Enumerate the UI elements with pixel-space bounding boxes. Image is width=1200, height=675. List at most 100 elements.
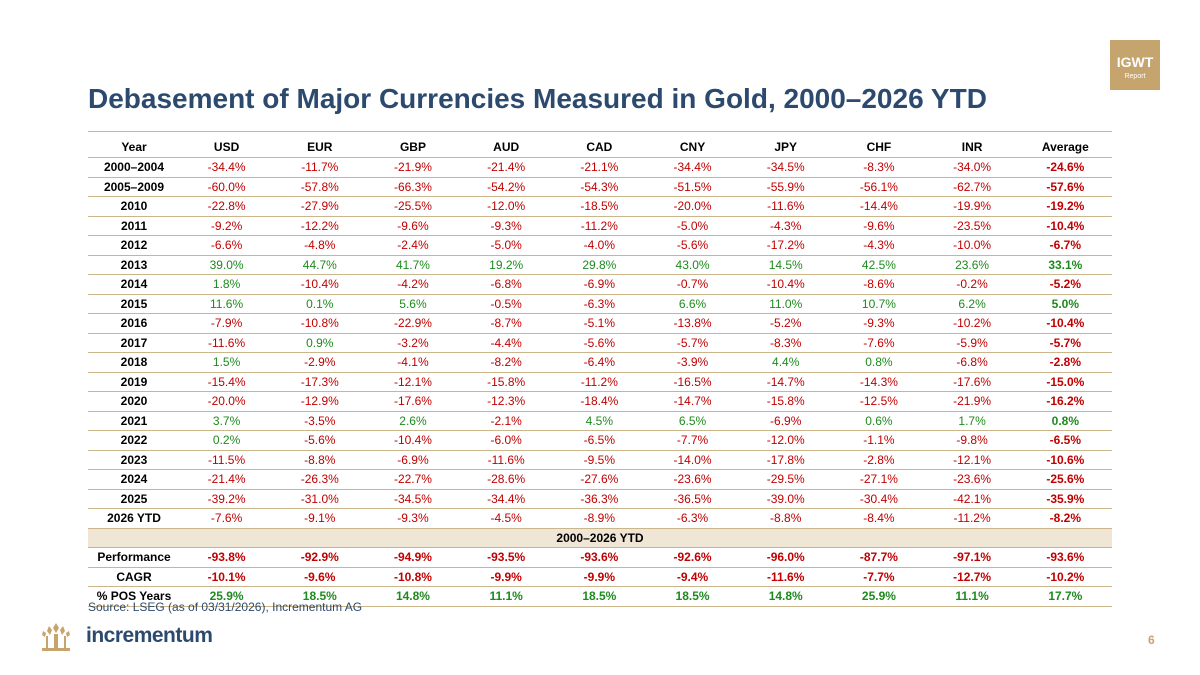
- value-cell: -7.6%: [180, 508, 274, 529]
- value-cell: 11.1%: [459, 586, 553, 607]
- value-cell: 43.0%: [645, 255, 740, 275]
- year-cell: 2023: [88, 450, 180, 470]
- value-cell: -4.0%: [552, 235, 646, 256]
- value-cell: -23.6%: [925, 469, 1019, 490]
- value-cell: -10.0%: [925, 235, 1019, 256]
- value-cell: -6.9%: [739, 411, 833, 431]
- value-cell: -14.7%: [645, 391, 740, 412]
- value-cell: 25.9%: [180, 586, 274, 607]
- column-header: CAD: [552, 131, 646, 158]
- year-cell: 2020: [88, 391, 180, 412]
- value-cell: 0.6%: [832, 411, 926, 431]
- value-cell: -36.5%: [645, 489, 740, 509]
- table-row: 2012 -6.6% -4.8% -2.4% -5.0% -4.0% -5.6% -17.2%…: [88, 235, 1112, 256]
- value-cell: -23.6%: [645, 469, 740, 490]
- value-cell: -5.1%: [552, 313, 646, 334]
- value-cell: -6.0%: [459, 430, 553, 451]
- value-cell: -23.5%: [925, 216, 1019, 236]
- value-cell: -7.6%: [832, 333, 926, 353]
- value-cell: 0.8%: [832, 352, 926, 373]
- table-row: 2017 -11.6% 0.9% -3.2% -4.4% -5.6% -5.7% -8.3% -…: [88, 333, 1112, 353]
- value-cell: -4.5%: [459, 508, 553, 529]
- value-cell: 18.5%: [645, 586, 740, 607]
- value-cell: -8.6%: [832, 274, 926, 295]
- value-cell: -9.6%: [832, 216, 926, 236]
- value-cell: -0.5%: [459, 294, 553, 314]
- value-cell: -29.5%: [739, 469, 833, 490]
- average-cell: 5.0%: [1018, 294, 1112, 314]
- value-cell: 1.7%: [925, 411, 1019, 431]
- value-cell: -57.8%: [273, 177, 367, 197]
- value-cell: -12.5%: [832, 391, 926, 412]
- value-cell: -25.5%: [366, 196, 460, 217]
- year-cell: 2013: [88, 255, 180, 275]
- value-cell: -92.6%: [645, 547, 740, 568]
- value-cell: -12.1%: [925, 450, 1019, 470]
- value-cell: -14.0%: [645, 450, 740, 470]
- value-cell: -6.9%: [552, 274, 646, 295]
- value-cell: -2.8%: [832, 450, 926, 470]
- value-cell: -11.5%: [180, 450, 274, 470]
- value-cell: 23.6%: [925, 255, 1019, 275]
- table-row: 2010 -22.8% -27.9% -25.5% -12.0% -18.5% -20.0%…: [88, 196, 1112, 217]
- value-cell: -12.2%: [273, 216, 367, 236]
- value-cell: -8.7%: [459, 313, 553, 334]
- year-cell: 2010: [88, 196, 180, 217]
- value-cell: -10.8%: [366, 567, 460, 587]
- average-cell: -15.0%: [1018, 372, 1112, 392]
- value-cell: -8.3%: [832, 157, 926, 178]
- value-cell: 11.6%: [180, 294, 274, 314]
- value-cell: -39.0%: [739, 489, 833, 509]
- value-cell: -6.4%: [552, 352, 646, 373]
- value-cell: -8.2%: [459, 352, 553, 373]
- value-cell: -12.3%: [459, 391, 553, 412]
- value-cell: -1.1%: [832, 430, 926, 451]
- value-cell: 14.8%: [366, 586, 460, 607]
- column-header: Average: [1018, 131, 1112, 158]
- column-header: CHF: [832, 131, 926, 158]
- value-cell: -27.9%: [273, 196, 367, 217]
- summary-label: CAGR: [88, 567, 180, 587]
- value-cell: -22.7%: [366, 469, 460, 490]
- currency-debasement-table: Year USD EUR GBP AUD CAD CNY JPY CHF INR Average 2…: [88, 131, 1112, 607]
- summary-row: CAGR -10.1% -9.6% -10.8% -9.9% -9.9% -9.4% -11.…: [88, 567, 1112, 587]
- table-row: 2024 -21.4% -26.3% -22.7% -28.6% -27.6% -23.6%…: [88, 469, 1112, 490]
- table-row: 2018 1.5% -2.9% -4.1% -8.2% -6.4% -3.9% 4.4% 0.8…: [88, 352, 1112, 373]
- value-cell: -34.5%: [739, 157, 833, 178]
- table-row: 2026 YTD -7.6% -9.1% -9.3% -4.5% -8.9% -6.3% -8…: [88, 508, 1112, 529]
- igwt-report-badge: IGWT Report: [1110, 40, 1160, 90]
- average-cell: -57.6%: [1018, 177, 1112, 197]
- value-cell: -11.2%: [552, 216, 646, 236]
- value-cell: -6.3%: [552, 294, 646, 314]
- value-cell: 14.8%: [739, 586, 833, 607]
- page-title: Debasement of Major Currencies Measured …: [88, 83, 987, 114]
- year-cell: 2015: [88, 294, 180, 314]
- value-cell: 42.5%: [832, 255, 926, 275]
- value-cell: -6.8%: [459, 274, 553, 295]
- average-cell: 0.8%: [1018, 411, 1112, 431]
- value-cell: -3.2%: [366, 333, 460, 353]
- average-cell: -2.8%: [1018, 352, 1112, 373]
- table-row: 2019 -15.4% -17.3% -12.1% -15.8% -11.2% -16.5%…: [88, 372, 1112, 392]
- value-cell: -28.6%: [459, 469, 553, 490]
- average-cell: -25.6%: [1018, 469, 1112, 490]
- column-header: INR: [925, 131, 1019, 158]
- table-header-row: Year USD EUR GBP AUD CAD CNY JPY CHF INR Average: [88, 131, 1112, 158]
- value-cell: 5.6%: [366, 294, 460, 314]
- table-row: 2016 -7.9% -10.8% -22.9% -8.7% -5.1% -13.8% -5.…: [88, 313, 1112, 334]
- table-row: 2014 1.8% -10.4% -4.2% -6.8% -6.9% -0.7% -10.4%…: [88, 274, 1112, 295]
- value-cell: -6.5%: [552, 430, 646, 451]
- value-cell: -12.0%: [739, 430, 833, 451]
- value-cell: -6.9%: [366, 450, 460, 470]
- average-cell: -5.7%: [1018, 333, 1112, 353]
- value-cell: -7.7%: [832, 567, 926, 587]
- value-cell: -17.8%: [739, 450, 833, 470]
- value-cell: -16.5%: [645, 372, 740, 392]
- value-cell: -15.8%: [459, 372, 553, 392]
- value-cell: -11.6%: [739, 196, 833, 217]
- value-cell: -18.4%: [552, 391, 646, 412]
- value-cell: -7.9%: [180, 313, 274, 334]
- value-cell: -21.4%: [180, 469, 274, 490]
- value-cell: -20.0%: [180, 391, 274, 412]
- value-cell: 0.1%: [273, 294, 367, 314]
